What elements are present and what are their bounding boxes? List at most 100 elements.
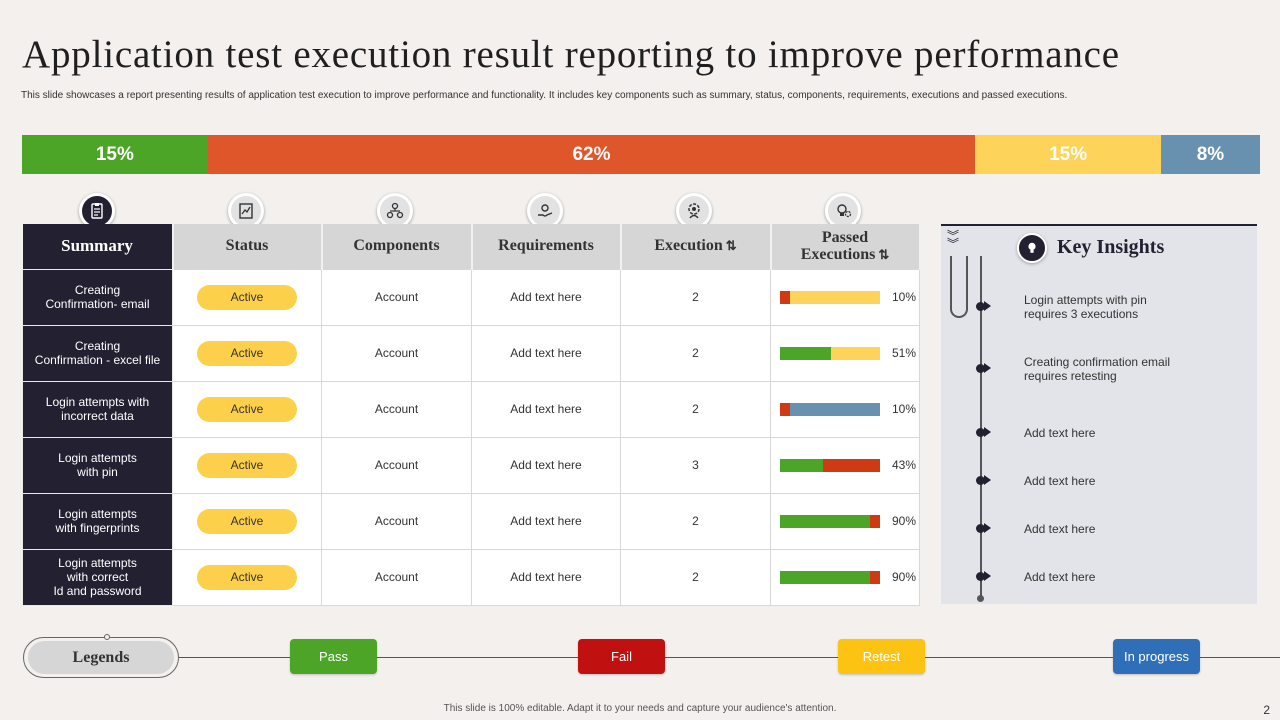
header-components: Components — [321, 224, 473, 269]
bar-fill — [780, 570, 870, 584]
execution-cell: 3 — [620, 436, 771, 494]
passed-percent: 90% — [892, 570, 917, 584]
insight-text: Add text here — [1024, 522, 1224, 536]
passed-progress-bar — [780, 402, 880, 416]
requirement-cell: Add text here — [471, 380, 621, 438]
legend-in-progress: In progress — [1113, 639, 1200, 674]
table-row: Login attempts with pin Active Account Add t… — [22, 436, 920, 494]
table-row: Login attempts with correct Id and passwor… — [22, 548, 920, 606]
status-badge[interactable]: Active — [197, 340, 297, 366]
table-row: Creating Confirmation - excel file Active A… — [22, 324, 920, 382]
status-cell: Active — [172, 436, 322, 494]
bar-segment-label: 62% — [572, 143, 611, 165]
passed-percent: 43% — [892, 458, 917, 472]
arrow-marker-icon — [976, 427, 996, 439]
key-insights-panel: ︾ ︾ Key Insights Login attempts with pin r… — [941, 224, 1257, 604]
page-title: Application test execution result report… — [22, 33, 1120, 76]
component-cell: Account — [321, 492, 472, 550]
bar-fill — [870, 570, 880, 584]
bar-segment-orange: 62% — [207, 135, 976, 174]
bar-fill — [823, 458, 880, 472]
legend-pass: Pass — [290, 639, 377, 674]
requirement-cell: Add text here — [471, 548, 621, 606]
insight-text: Creating confirmation email requires rete… — [1024, 355, 1224, 383]
timeline-line — [980, 256, 982, 598]
summary-cell: Login attempts with incorrect data — [22, 380, 173, 438]
timeline-loop — [950, 256, 968, 318]
status-badge[interactable]: Active — [197, 452, 297, 478]
bar-fill — [780, 514, 870, 528]
status-badge[interactable]: Active — [197, 508, 297, 534]
insight-line: requires retesting — [1024, 369, 1117, 383]
legend-fail: Fail — [578, 639, 665, 674]
bar-segment-green: 15% — [22, 135, 208, 174]
bar-fill — [780, 402, 790, 416]
requirement-cell: Add text here — [471, 268, 621, 326]
insight-line: Login attempts with pin — [1024, 293, 1147, 307]
clipboard-icon — [79, 193, 115, 229]
legend-retest: Retest — [838, 639, 925, 674]
arrow-marker-icon — [976, 363, 996, 375]
header-passed-line2: Executions — [800, 246, 876, 264]
arrow-marker-icon — [976, 523, 996, 535]
insight-text: Add text here — [1024, 474, 1224, 488]
timeline-end-dot — [977, 595, 984, 602]
insight-line: Add text here — [1024, 474, 1096, 488]
summary-line: with fingerprints — [55, 521, 140, 535]
insight-line: Add text here — [1024, 570, 1096, 584]
passed-percent: 10% — [892, 290, 917, 304]
bar-segment-label: 15% — [95, 143, 134, 165]
summary-line: Login attempts — [58, 507, 137, 521]
sort-arrows-icon: ⇅ — [725, 238, 737, 254]
summary-cell: Login attempts with correct Id and passwor… — [22, 548, 173, 606]
bar-segment-yellow: 15% — [975, 135, 1161, 174]
sort-arrows-icon: ⇅ — [878, 247, 890, 263]
requirement-cell: Add text here — [471, 324, 621, 382]
status-cell: Active — [172, 380, 322, 438]
bar-fill — [790, 290, 880, 304]
status-badge[interactable]: Active — [197, 396, 297, 422]
bar-fill — [780, 458, 823, 472]
status-badge[interactable]: Active — [197, 564, 297, 590]
insight-line: Creating confirmation email — [1024, 355, 1171, 369]
header-passed-line1: Passed — [821, 229, 869, 247]
execution-cell: 2 — [620, 548, 771, 606]
legend-line — [175, 657, 1280, 658]
bar-fill — [831, 346, 880, 360]
passed-cell: 10% — [770, 380, 920, 438]
lightbulb-icon — [1017, 233, 1047, 263]
status-cell: Active — [172, 548, 322, 606]
arrow-marker-icon — [976, 571, 996, 583]
header-summary: Summary — [22, 224, 174, 269]
passed-percent: 51% — [892, 346, 917, 360]
component-cell: Account — [321, 324, 472, 382]
status-cell: Active — [172, 492, 322, 550]
insight-line: Add text here — [1024, 522, 1096, 536]
summary-line: Confirmation - excel file — [34, 353, 161, 367]
page-subtitle: This slide showcases a report presenting… — [21, 90, 1068, 101]
passed-percent: 90% — [892, 514, 917, 528]
component-cell: Account — [321, 380, 472, 438]
status-cell: Active — [172, 324, 322, 382]
hand-gear-icon — [527, 193, 563, 229]
summary-line: Login attempts — [58, 451, 137, 465]
summary-cell: Login attempts with fingerprints — [22, 492, 173, 550]
bar-fill — [870, 514, 880, 528]
insight-text: Add text here — [1024, 570, 1224, 584]
table-row: Creating Confirmation- email Active Account… — [22, 268, 920, 326]
summary-line: Creating — [74, 339, 121, 353]
table-row: Login attempts with fingerprints Active Acc… — [22, 492, 920, 550]
page-number: 2 — [1263, 703, 1270, 717]
execution-cell: 2 — [620, 380, 771, 438]
bar-segment-label: 15% — [1049, 143, 1088, 165]
insight-text: Login attempts with pin requires 3 execut… — [1024, 293, 1224, 321]
requirement-cell: Add text here — [471, 436, 621, 494]
insight-line: Add text here — [1024, 426, 1096, 440]
summary-cell: Creating Confirmation- email — [22, 268, 173, 326]
header-execution: Execution ⇅ — [620, 224, 772, 269]
arrow-marker-icon — [976, 301, 996, 313]
summary-line: Creating — [74, 283, 121, 297]
bar-fill — [780, 290, 790, 304]
status-badge[interactable]: Active — [197, 284, 297, 310]
bar-fill — [790, 402, 880, 416]
